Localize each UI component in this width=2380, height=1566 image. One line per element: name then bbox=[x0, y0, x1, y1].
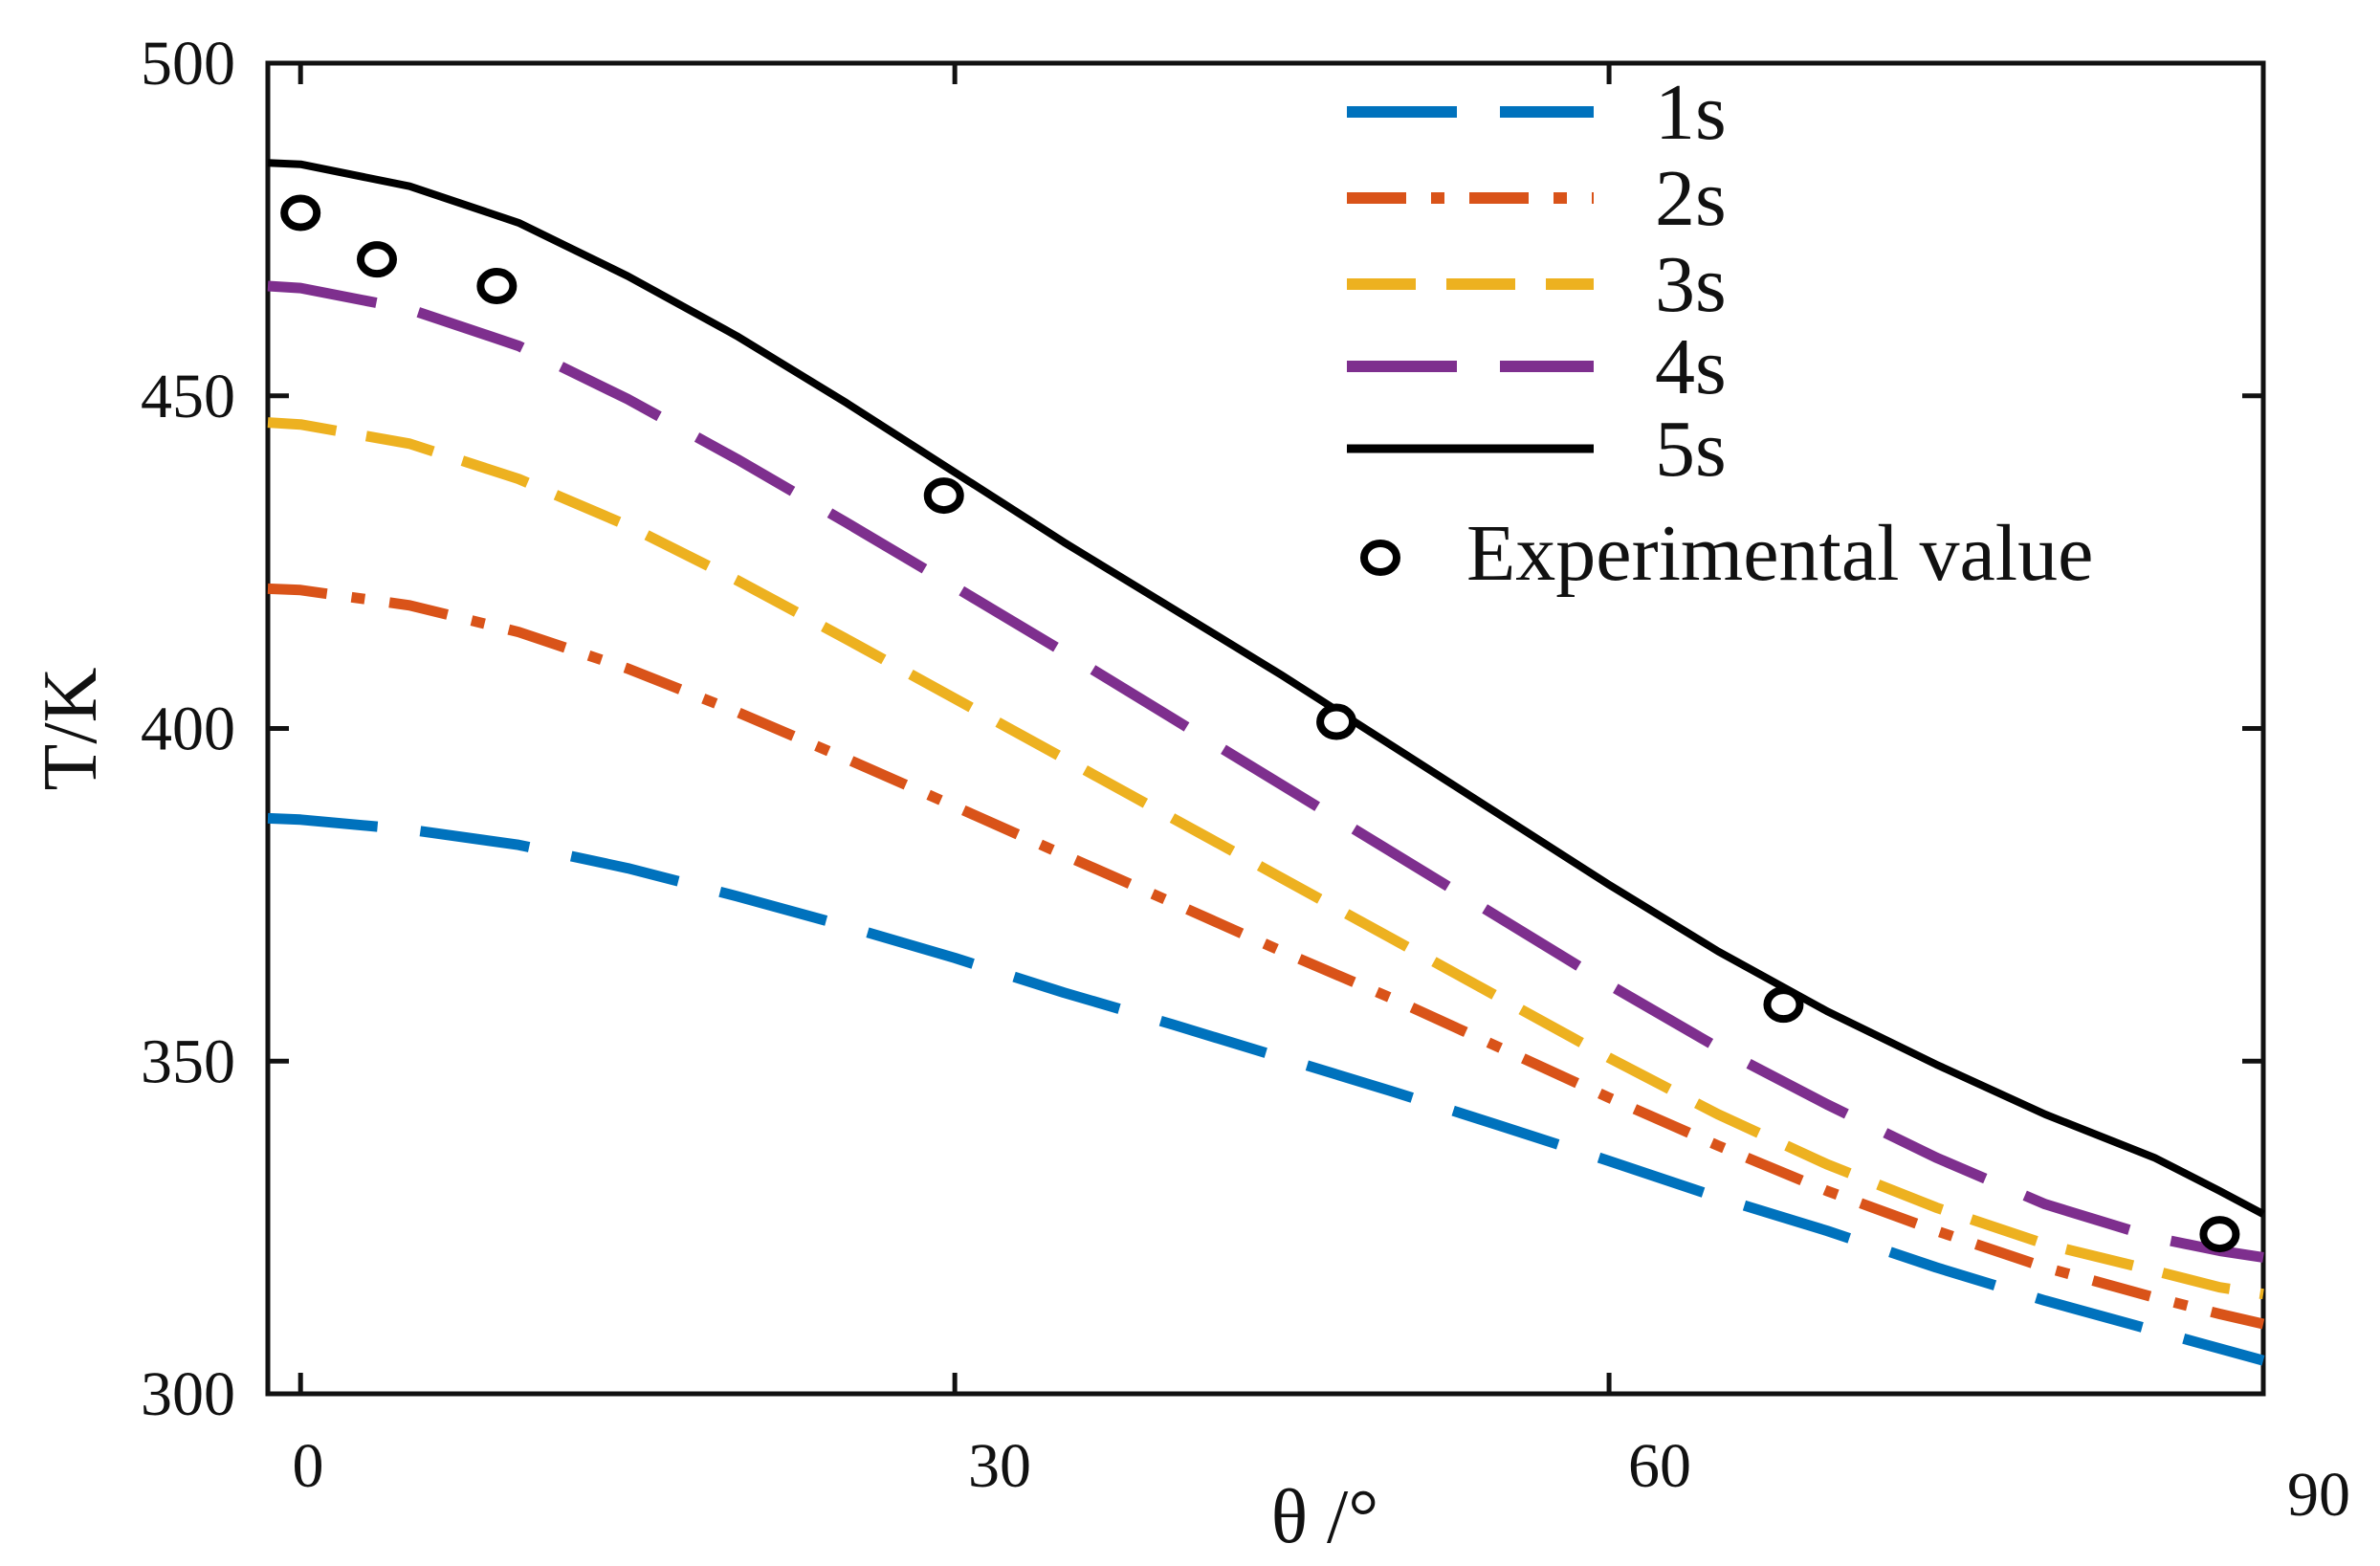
y-tick-label: 400 bbox=[141, 695, 235, 764]
y-tick-label: 450 bbox=[141, 362, 235, 431]
series-line-3s bbox=[267, 417, 2264, 1300]
x-axis-label: θ /° bbox=[1271, 1475, 1379, 1559]
plot-area bbox=[265, 60, 2266, 1397]
experimental-point bbox=[1763, 986, 1804, 1024]
series-line-2s bbox=[267, 583, 2265, 1330]
legend-label-5s: 5s bbox=[1655, 405, 1727, 494]
experimental-point bbox=[2199, 1216, 2240, 1253]
legend-label-experimental: Experimental value bbox=[1466, 509, 2093, 598]
x-tick-label: 60 bbox=[1628, 1431, 1691, 1501]
x-tick-label: 30 bbox=[968, 1431, 1031, 1501]
x-tick-label: 90 bbox=[2287, 1460, 2350, 1530]
y-tick-label: 500 bbox=[141, 29, 235, 99]
axis-labels: θ /° T/K bbox=[29, 668, 1378, 1559]
series-line-4s bbox=[267, 280, 2264, 1263]
experimental-point bbox=[476, 267, 518, 304]
plot-frame bbox=[265, 60, 2266, 1397]
legend-label-4s: 4s bbox=[1655, 322, 1727, 411]
series-line-5s bbox=[267, 159, 2265, 1218]
experimental-point bbox=[923, 477, 964, 515]
experimental-point bbox=[1316, 703, 1357, 740]
legend-label-1s: 1s bbox=[1655, 68, 1727, 157]
series-lines bbox=[267, 159, 2265, 1366]
y-axis-label: T/K bbox=[29, 668, 113, 791]
axis-ticks: 300 350 400 450 500 0 30 60 90 bbox=[141, 29, 2350, 1530]
legend-swatch-experimental bbox=[1360, 540, 1400, 576]
series-line-1s bbox=[267, 812, 2265, 1366]
legend-label-3s: 3s bbox=[1655, 240, 1727, 329]
y-tick-label: 350 bbox=[141, 1026, 235, 1096]
legend-label-2s: 2s bbox=[1655, 154, 1727, 243]
experimental-points bbox=[280, 194, 2240, 1253]
y-tick-label: 300 bbox=[141, 1359, 235, 1429]
x-tick-label: 0 bbox=[293, 1431, 324, 1501]
experimental-point bbox=[280, 194, 321, 232]
experimental-point bbox=[356, 241, 397, 278]
